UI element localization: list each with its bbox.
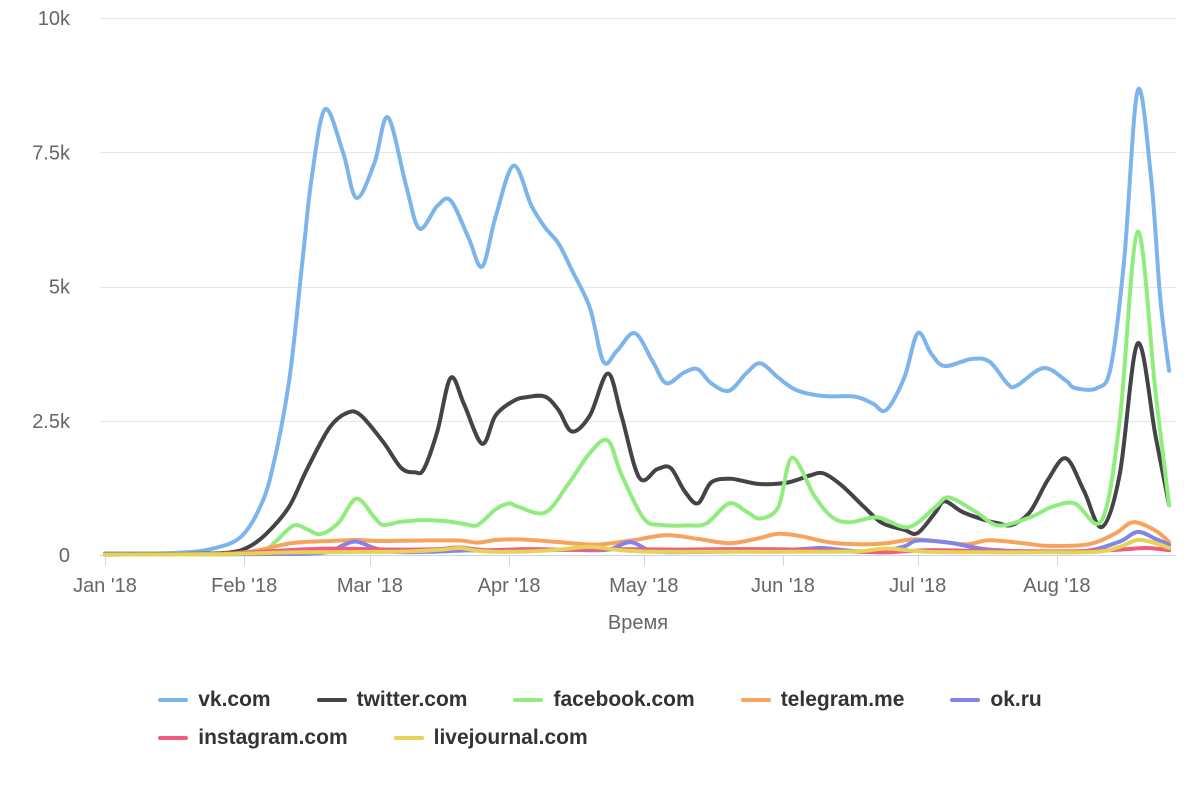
legend-item-label: telegram.me: [780, 688, 905, 711]
legend-row: vk.com twitter.com facebook.com telegram.me…: [158, 681, 1042, 719]
legend-marker-icon: [513, 698, 544, 702]
legend: vk.com twitter.com facebook.com telegram.me…: [158, 681, 1042, 757]
legend-marker-icon: [316, 698, 347, 702]
y-axis-tick-label: 0: [59, 545, 70, 567]
legend-item-label: twitter.com: [356, 688, 468, 711]
y-axis-tick-label: 7.5k: [32, 142, 71, 164]
legend-item-label: facebook.com: [553, 688, 695, 711]
legend-marker-icon: [158, 698, 189, 702]
x-axis-tick-label: Jun '18: [751, 575, 815, 597]
x-axis-tick-label: Apr '18: [478, 575, 541, 597]
legend-item-label: instagram.com: [198, 726, 348, 749]
legend-item-telegram.me[interactable]: telegram.me: [740, 688, 905, 712]
x-axis-tick-label: Mar '18: [337, 575, 403, 597]
legend-item-label: ok.ru: [990, 688, 1042, 711]
series-line-vk.com: [103, 86, 1172, 556]
legend-marker-icon: [950, 698, 981, 702]
grid-layer: [100, 18, 1176, 422]
legend-item-label: livejournal.com: [433, 726, 588, 749]
legend-item-label: vk.com: [198, 688, 271, 711]
legend-item-vk.com[interactable]: vk.com: [158, 688, 271, 712]
legend-item-livejournal.com[interactable]: livejournal.com: [393, 726, 588, 750]
x-axis-tick-label: Aug '18: [1023, 575, 1090, 597]
legend-row: instagram.com livejournal.com: [158, 719, 1042, 757]
line-chart: 0 2.5k 5k 7.5k 10k Jan '18 Feb '18 Mar '18 Apr '…: [32, 8, 1176, 634]
legend-item-twitter.com[interactable]: twitter.com: [316, 688, 468, 712]
y-axis-tick-label: 10k: [38, 8, 71, 30]
legend-marker-icon: [393, 736, 424, 740]
legend-marker-icon: [740, 698, 771, 702]
x-axis-tick-label: May '18: [609, 575, 678, 597]
series-layer: [103, 86, 1172, 557]
chart-container: 0 2.5k 5k 7.5k 10k Jan '18 Feb '18 Mar '18 Apr '…: [32, 8, 1176, 757]
legend-item-instagram.com[interactable]: instagram.com: [158, 726, 348, 750]
x-axis-title: Время: [608, 612, 668, 634]
legend-marker-icon: [158, 736, 189, 740]
legend-item-facebook.com[interactable]: facebook.com: [513, 688, 695, 712]
y-axis-tick-label: 5k: [49, 277, 71, 299]
axis-layer: 0 2.5k 5k 7.5k 10k Jan '18 Feb '18 Mar '18 Apr '…: [32, 8, 1176, 597]
series-line-livejournal.com: [103, 537, 1172, 557]
legend-item-ok.ru[interactable]: ok.ru: [950, 688, 1042, 712]
x-axis-tick-label: Jan '18: [73, 575, 137, 597]
x-axis-tick-label: Feb '18: [211, 575, 277, 597]
series-line-telegram.me: [103, 520, 1172, 557]
x-axis-tick-label: Jul '18: [889, 575, 946, 597]
y-axis-tick-label: 2.5k: [32, 411, 71, 433]
series-line-facebook.com: [103, 229, 1172, 557]
